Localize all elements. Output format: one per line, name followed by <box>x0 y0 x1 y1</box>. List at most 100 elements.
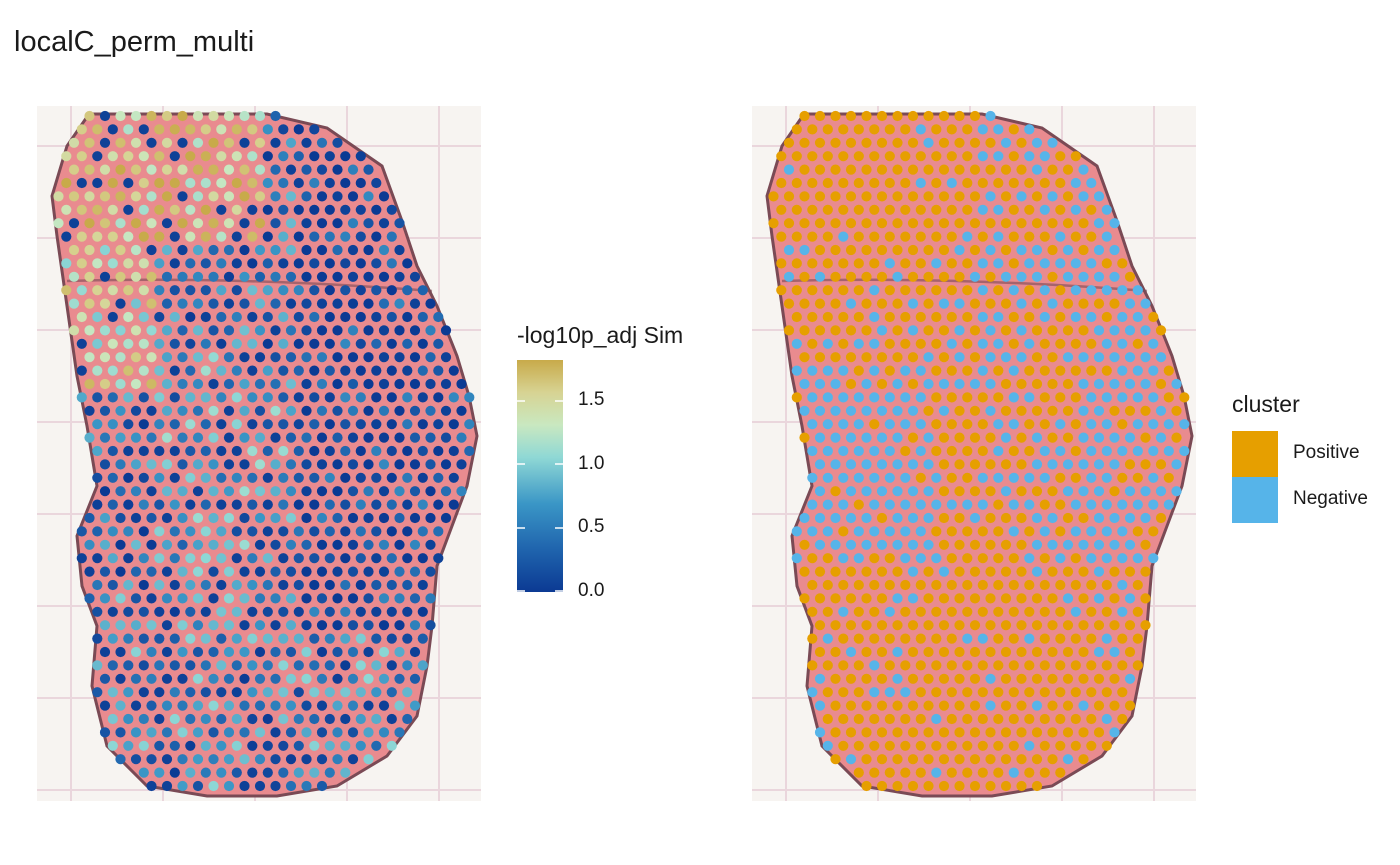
left-spot <box>177 405 188 416</box>
left-spot <box>239 298 250 309</box>
left-spot <box>161 325 173 336</box>
right-spot <box>993 445 1004 457</box>
left-spot <box>386 713 397 725</box>
right-spot <box>915 713 926 725</box>
left-spot <box>99 727 111 738</box>
right-spot <box>977 365 988 376</box>
right-spot <box>1078 244 1089 256</box>
right-spot <box>915 553 926 564</box>
right-spot <box>1109 271 1120 282</box>
left-spot <box>92 472 103 483</box>
left-spot <box>324 151 335 162</box>
left-spot <box>68 218 80 229</box>
left-spot <box>254 673 266 684</box>
left-spot <box>92 151 103 162</box>
left-spot <box>378 512 390 524</box>
left-spot <box>99 620 111 631</box>
left-spot <box>84 566 95 577</box>
right-spot <box>1039 445 1050 457</box>
right-spot <box>1000 780 1012 792</box>
right-spot <box>938 244 950 256</box>
right-spot <box>946 177 957 189</box>
left-spot <box>161 646 173 658</box>
left-spot <box>270 352 281 363</box>
right-spot <box>822 231 833 242</box>
left-spot <box>332 539 343 550</box>
right-spot <box>1047 244 1058 256</box>
right-spot <box>838 472 849 483</box>
left-spot <box>355 687 366 698</box>
right-spot <box>853 258 864 269</box>
left-spot <box>262 285 273 296</box>
left-spot <box>123 231 134 242</box>
right-spot <box>845 539 857 550</box>
right-spot <box>830 432 841 443</box>
left-spot <box>316 593 328 604</box>
left-spot <box>223 754 235 765</box>
right-spot <box>962 419 973 430</box>
left-spot <box>309 633 320 644</box>
left-spot <box>386 419 397 430</box>
left-spot <box>285 673 297 684</box>
right-spot <box>807 660 818 671</box>
left-spot <box>332 271 343 282</box>
right-spot <box>1024 285 1035 296</box>
right-spot <box>1101 553 1112 564</box>
right-spot <box>962 633 973 644</box>
left-spot <box>363 352 374 363</box>
left-spot <box>316 191 328 202</box>
left-spot <box>185 419 196 430</box>
right-spot <box>1008 767 1019 778</box>
left-spot <box>278 499 289 510</box>
right-spot <box>1086 687 1097 698</box>
left-spot <box>433 338 444 349</box>
right-spot <box>962 311 973 323</box>
left-spot <box>231 285 242 296</box>
left-spot <box>138 124 149 135</box>
right-spot <box>1093 271 1105 282</box>
right-spot <box>838 526 849 537</box>
right-spot <box>830 271 841 282</box>
left-spot <box>169 713 180 725</box>
right-spot <box>969 459 981 470</box>
left-spot <box>123 311 134 323</box>
left-spot <box>92 392 103 403</box>
left-spot <box>278 526 289 537</box>
left-spot <box>247 553 258 564</box>
left-spot <box>355 472 366 483</box>
left-spot <box>192 620 204 631</box>
right-spot <box>838 151 849 162</box>
left-spot <box>92 365 103 376</box>
left-spot <box>177 432 188 443</box>
right-spot <box>861 727 872 738</box>
right-spot <box>931 231 942 242</box>
left-spot <box>53 191 64 202</box>
left-spot <box>254 700 266 711</box>
right-spot <box>853 231 864 242</box>
right-spot <box>869 526 880 537</box>
left-spot <box>425 539 436 550</box>
right-spot <box>814 673 826 684</box>
right-spot <box>768 191 779 202</box>
left-spot <box>216 472 227 483</box>
left-spot <box>92 338 103 349</box>
right-spot <box>1024 713 1035 725</box>
left-spot <box>223 432 235 443</box>
left-spot <box>169 579 180 591</box>
left-spot <box>262 231 273 242</box>
right-spot <box>915 392 926 403</box>
left-spot <box>402 258 413 269</box>
right-spot <box>1031 271 1043 282</box>
left-spot <box>386 660 397 671</box>
left-spot <box>363 566 374 577</box>
left-spot <box>223 620 235 631</box>
left-spot <box>278 124 289 135</box>
left-spot <box>316 164 328 175</box>
left-spot <box>378 486 390 497</box>
right-spot <box>1008 713 1019 725</box>
left-spot <box>185 392 196 403</box>
left-spot <box>347 646 359 658</box>
left-spot <box>254 378 266 390</box>
left-spot <box>363 244 374 256</box>
right-spot <box>1024 472 1035 483</box>
